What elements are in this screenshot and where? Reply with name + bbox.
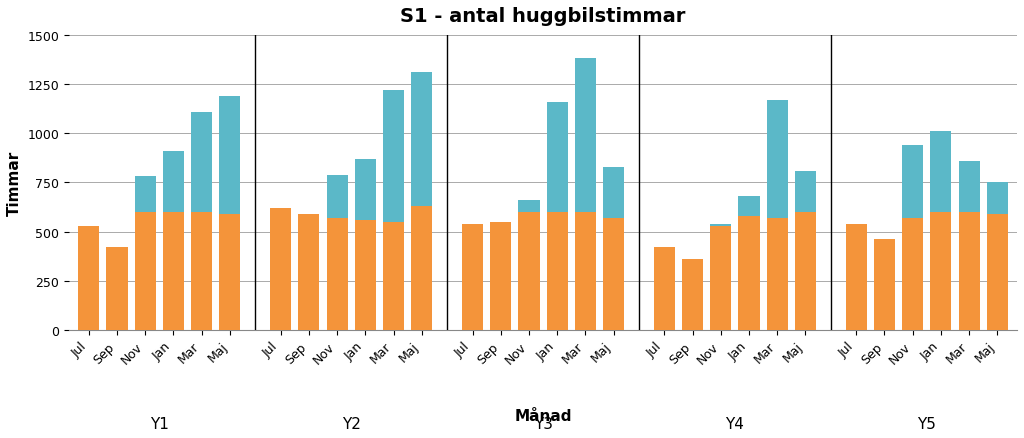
Bar <box>270 208 291 330</box>
Text: Y1: Y1 <box>150 416 169 431</box>
Bar <box>902 218 924 330</box>
Bar <box>135 177 156 330</box>
Bar <box>603 218 625 330</box>
Bar <box>78 226 99 330</box>
Bar <box>574 212 596 330</box>
Bar <box>846 224 867 330</box>
Bar <box>106 248 128 330</box>
Bar <box>653 248 675 330</box>
Bar <box>930 132 951 330</box>
Bar <box>270 208 291 330</box>
Bar <box>412 207 432 330</box>
Bar <box>490 222 511 330</box>
X-axis label: Månad: Månad <box>514 408 571 423</box>
Bar <box>518 201 540 330</box>
Bar <box>163 212 184 330</box>
Bar <box>191 112 212 330</box>
Bar <box>354 220 376 330</box>
Bar <box>738 216 760 330</box>
Bar <box>767 218 787 330</box>
Bar <box>682 260 703 330</box>
Bar <box>958 212 980 330</box>
Bar <box>106 248 128 330</box>
Bar <box>930 212 951 330</box>
Bar <box>795 171 816 330</box>
Bar <box>873 240 895 330</box>
Bar <box>574 59 596 330</box>
Title: S1 - antal huggbilstimmar: S1 - antal huggbilstimmar <box>400 7 686 26</box>
Text: Y2: Y2 <box>342 416 360 431</box>
Bar <box>78 226 99 330</box>
Bar <box>327 218 348 330</box>
Bar <box>547 212 567 330</box>
Bar <box>682 260 703 330</box>
Bar <box>163 152 184 330</box>
Bar <box>354 159 376 330</box>
Y-axis label: Timmar: Timmar <box>7 150 22 215</box>
Bar <box>987 214 1008 330</box>
Bar <box>987 183 1008 330</box>
Bar <box>738 197 760 330</box>
Bar <box>711 224 731 330</box>
Bar <box>711 226 731 330</box>
Bar <box>603 167 625 330</box>
Bar <box>902 146 924 330</box>
Bar <box>191 212 212 330</box>
Bar <box>219 97 241 330</box>
Bar <box>298 214 319 330</box>
Bar <box>135 212 156 330</box>
Bar <box>767 101 787 330</box>
Bar <box>490 222 511 330</box>
Bar <box>518 212 540 330</box>
Bar <box>298 214 319 330</box>
Text: Y4: Y4 <box>725 416 744 431</box>
Bar <box>846 224 867 330</box>
Bar <box>653 248 675 330</box>
Text: Y3: Y3 <box>534 416 553 431</box>
Bar <box>462 224 483 330</box>
Text: Y5: Y5 <box>918 416 936 431</box>
Bar <box>412 73 432 330</box>
Bar <box>795 212 816 330</box>
Bar <box>383 91 404 330</box>
Bar <box>873 240 895 330</box>
Bar <box>958 161 980 330</box>
Bar <box>547 102 567 330</box>
Bar <box>327 175 348 330</box>
Bar <box>462 224 483 330</box>
Bar <box>219 214 241 330</box>
Bar <box>383 222 404 330</box>
